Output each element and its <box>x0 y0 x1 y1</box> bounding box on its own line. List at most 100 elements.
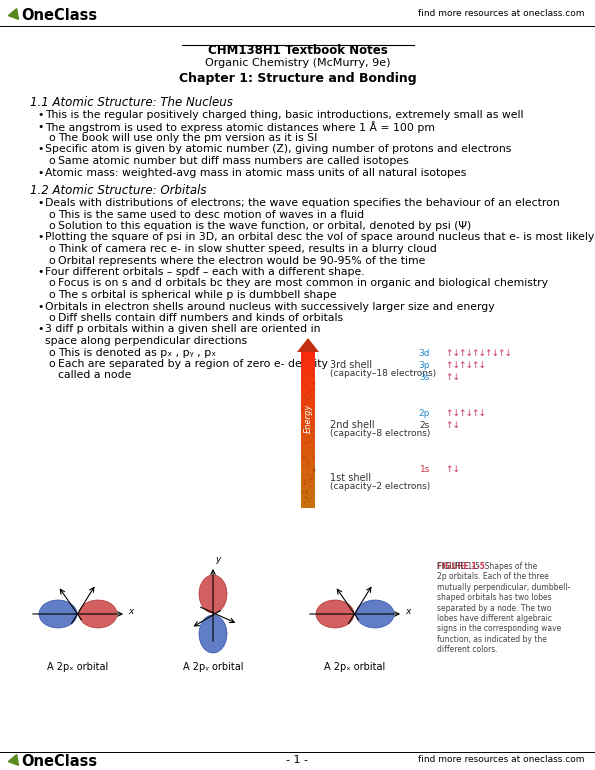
Bar <box>301 397 315 401</box>
Text: o: o <box>48 244 55 254</box>
Text: A 2pₓ orbital: A 2pₓ orbital <box>48 662 109 672</box>
Text: find more resources at oneclass.com: find more resources at oneclass.com <box>418 755 585 765</box>
Text: 3d: 3d <box>418 349 430 357</box>
Text: Four different orbitals – spdf – each with a different shape.: Four different orbitals – spdf – each wi… <box>45 267 365 277</box>
Text: •: • <box>37 122 43 132</box>
Text: ↑↓: ↑↓ <box>471 409 487 417</box>
Text: This is the same used to desc motion of waves in a fluid: This is the same used to desc motion of … <box>58 209 364 219</box>
Text: o: o <box>48 279 55 289</box>
Bar <box>301 401 315 405</box>
Text: find more resources at oneclass.com: find more resources at oneclass.com <box>418 9 585 18</box>
Bar <box>301 448 315 453</box>
Ellipse shape <box>356 600 394 628</box>
Text: Organic Chemistry (McMurry, 9e): Organic Chemistry (McMurry, 9e) <box>205 58 390 68</box>
Bar <box>301 413 315 417</box>
Text: The angstrom is used to express atomic distances where 1 Å = 100 pm: The angstrom is used to express atomic d… <box>45 122 435 133</box>
Ellipse shape <box>39 600 77 628</box>
Text: ↑↓: ↑↓ <box>497 349 512 357</box>
Text: 3 diff p orbitals within a given shell are oriented in: 3 diff p orbitals within a given shell a… <box>45 324 321 334</box>
Bar <box>301 393 315 397</box>
Bar <box>301 353 315 358</box>
Text: o: o <box>48 133 55 143</box>
Bar <box>301 504 315 508</box>
Bar <box>301 428 315 433</box>
Text: o: o <box>48 347 55 357</box>
Text: The book will use only the pm version as it is SI: The book will use only the pm version as… <box>58 133 317 143</box>
Text: o: o <box>48 256 55 266</box>
Bar <box>301 484 315 488</box>
Text: ↑↓: ↑↓ <box>446 349 461 357</box>
Text: space along perpendicular directions: space along perpendicular directions <box>45 336 247 346</box>
Bar <box>301 365 315 370</box>
Text: ↑↓: ↑↓ <box>471 349 487 357</box>
Text: x: x <box>128 608 133 617</box>
Text: ↑↓: ↑↓ <box>446 361 461 370</box>
Bar <box>301 385 315 390</box>
Text: ↑↓: ↑↓ <box>471 361 487 370</box>
Text: - 1 -: - 1 - <box>287 755 308 765</box>
Text: •: • <box>37 302 43 312</box>
Text: Deals with distributions of electrons; the wave equation specifies the behaviour: Deals with distributions of electrons; t… <box>45 198 560 208</box>
Text: Specific atom is given by atomic number (Z), giving number of protons and electr: Specific atom is given by atomic number … <box>45 145 511 155</box>
Text: ↑↓: ↑↓ <box>484 349 499 357</box>
Text: 2nd shell: 2nd shell <box>330 420 375 430</box>
Ellipse shape <box>199 615 227 653</box>
Text: o: o <box>48 209 55 219</box>
Text: •: • <box>37 110 43 120</box>
Bar <box>301 456 315 460</box>
Text: (capacity–2 electrons): (capacity–2 electrons) <box>330 482 430 491</box>
Text: 1s: 1s <box>419 466 430 474</box>
Polygon shape <box>297 338 319 352</box>
Text: Each are separated by a region of zero e- density: Each are separated by a region of zero e… <box>58 359 328 369</box>
Bar <box>301 472 315 477</box>
Bar <box>301 480 315 484</box>
Text: 1.1 Atomic Structure: The Nucleus: 1.1 Atomic Structure: The Nucleus <box>30 96 233 109</box>
Bar <box>301 496 315 500</box>
Bar <box>301 350 315 354</box>
Text: 3s: 3s <box>419 373 430 383</box>
Text: •: • <box>37 267 43 277</box>
Text: •: • <box>37 168 43 178</box>
Text: 1st shell: 1st shell <box>330 473 371 483</box>
Text: The s orbital is spherical while p is dumbbell shape: The s orbital is spherical while p is du… <box>58 290 337 300</box>
Bar <box>301 500 315 504</box>
Text: (capacity–8 electrons): (capacity–8 electrons) <box>330 429 430 438</box>
Bar <box>301 437 315 441</box>
Text: Plotting the square of psi in 3D, an orbital desc the vol of space around nucleu: Plotting the square of psi in 3D, an orb… <box>45 233 595 243</box>
Text: Diff shells contain diff numbers and kinds of orbitals: Diff shells contain diff numbers and kin… <box>58 313 343 323</box>
Bar <box>301 464 315 468</box>
Text: 3p: 3p <box>418 361 430 370</box>
Text: ↑↓: ↑↓ <box>459 409 474 417</box>
Bar <box>301 405 315 409</box>
Text: Energy: Energy <box>303 403 312 433</box>
Text: Same atomic number but diff mass numbers are called isotopes: Same atomic number but diff mass numbers… <box>58 156 409 166</box>
Text: OneClass: OneClass <box>21 755 97 769</box>
Bar <box>301 417 315 421</box>
Text: y: y <box>215 555 220 564</box>
Bar <box>301 460 315 464</box>
Text: CHM138H1 Textbook Notes: CHM138H1 Textbook Notes <box>208 44 387 57</box>
Bar <box>301 357 315 362</box>
Text: Think of camera rec e- in slow shutter speed, results in a blurry cloud: Think of camera rec e- in slow shutter s… <box>58 244 437 254</box>
Bar <box>301 452 315 457</box>
Text: ↑↓: ↑↓ <box>446 466 461 474</box>
Text: Orbital represents where the electron would be 90-95% of the time: Orbital represents where the electron wo… <box>58 256 425 266</box>
Text: 1.2 Atomic Structure: Orbitals: 1.2 Atomic Structure: Orbitals <box>30 184 206 197</box>
Bar <box>301 370 315 373</box>
Text: A 2pᵧ orbital: A 2pᵧ orbital <box>183 662 243 672</box>
Bar <box>301 440 315 445</box>
Text: ↑↓: ↑↓ <box>459 361 474 370</box>
Text: •: • <box>37 145 43 155</box>
Bar <box>301 468 315 473</box>
Bar <box>301 424 315 429</box>
Text: Focus is on s and d orbitals bc they are most common in organic and biological c: Focus is on s and d orbitals bc they are… <box>58 279 548 289</box>
Bar <box>301 373 315 377</box>
Text: Chapter 1: Structure and Bonding: Chapter 1: Structure and Bonding <box>178 72 416 85</box>
Ellipse shape <box>316 600 354 628</box>
Bar <box>301 409 315 413</box>
Ellipse shape <box>79 600 117 628</box>
Bar <box>301 487 315 492</box>
Text: FIGURE 1-5: FIGURE 1-5 <box>437 562 490 571</box>
Text: OneClass: OneClass <box>21 8 97 24</box>
Ellipse shape <box>199 575 227 613</box>
